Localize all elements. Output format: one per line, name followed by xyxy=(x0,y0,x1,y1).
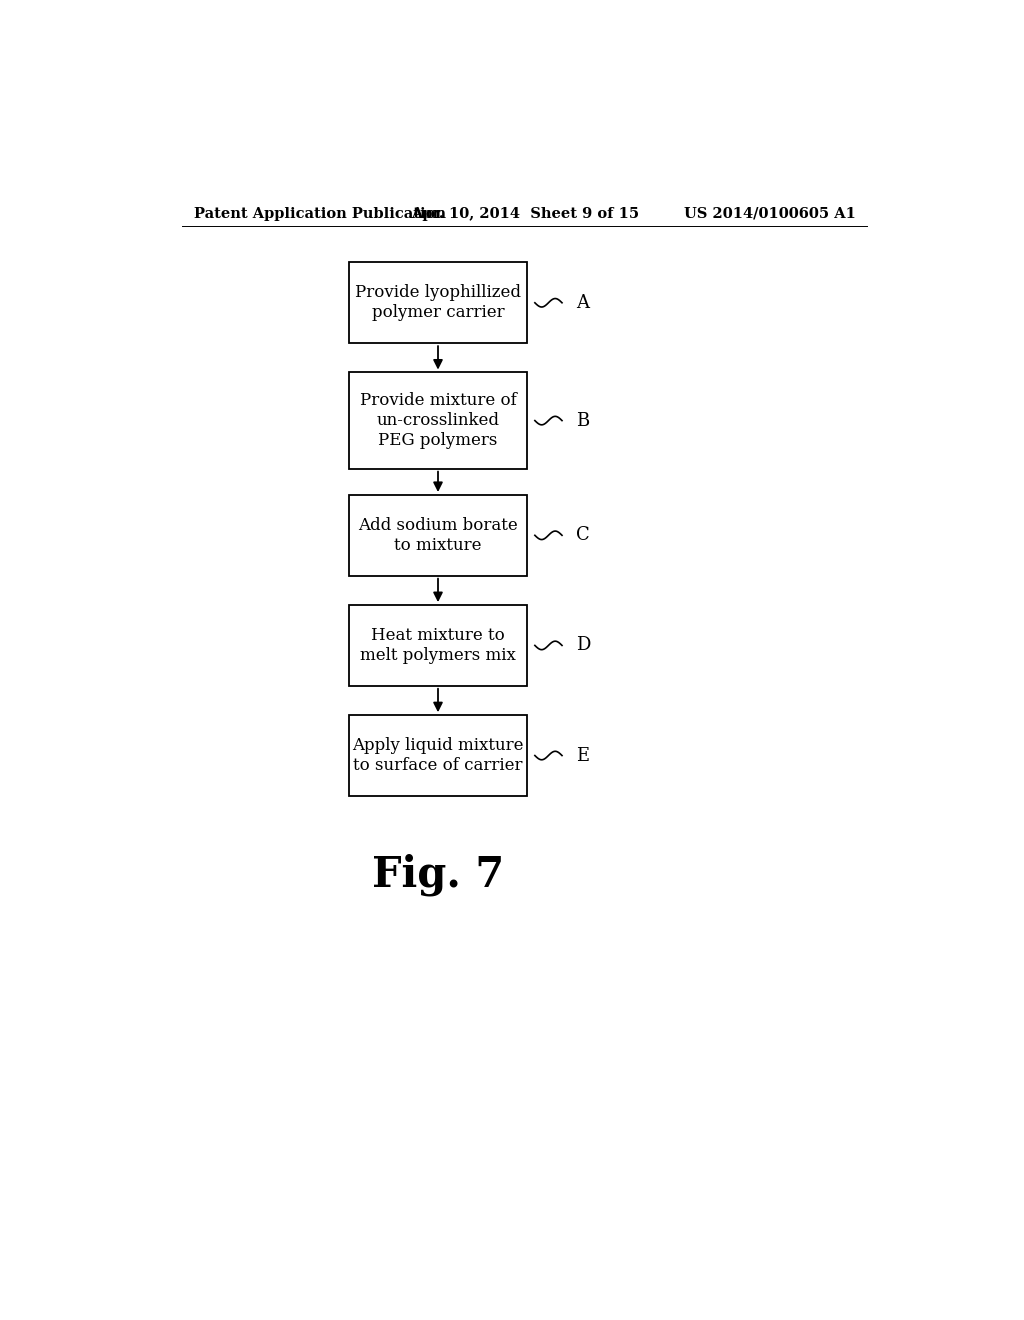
Bar xyxy=(349,605,527,686)
Bar xyxy=(349,495,527,576)
Text: Fig. 7: Fig. 7 xyxy=(372,854,504,896)
Text: B: B xyxy=(575,412,589,429)
Text: Add sodium borate
to mixture: Add sodium borate to mixture xyxy=(358,517,518,553)
Bar xyxy=(349,715,527,796)
Bar xyxy=(349,263,527,343)
Text: Heat mixture to
melt polymers mix: Heat mixture to melt polymers mix xyxy=(360,627,516,664)
Text: Apr. 10, 2014  Sheet 9 of 15: Apr. 10, 2014 Sheet 9 of 15 xyxy=(411,207,639,220)
Text: Provide lyophillized
polymer carrier: Provide lyophillized polymer carrier xyxy=(355,285,521,321)
Text: E: E xyxy=(575,747,589,764)
Text: Provide mixture of
un-crosslinked
PEG polymers: Provide mixture of un-crosslinked PEG po… xyxy=(359,392,516,449)
Text: C: C xyxy=(575,527,590,544)
Bar xyxy=(349,372,527,469)
Text: Apply liquid mixture
to surface of carrier: Apply liquid mixture to surface of carri… xyxy=(352,738,523,774)
Text: A: A xyxy=(575,294,589,312)
Text: D: D xyxy=(575,636,590,655)
Text: US 2014/0100605 A1: US 2014/0100605 A1 xyxy=(684,207,856,220)
Text: Patent Application Publication: Patent Application Publication xyxy=(194,207,445,220)
